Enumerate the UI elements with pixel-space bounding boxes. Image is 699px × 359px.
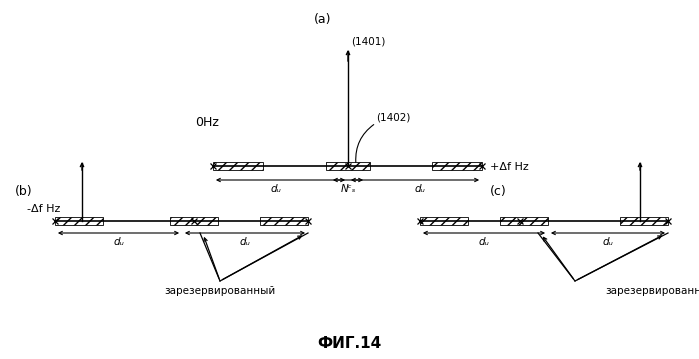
Text: (a): (a) xyxy=(315,13,332,26)
Bar xyxy=(213,162,263,170)
Bar xyxy=(500,217,548,225)
Text: dᵤ: dᵤ xyxy=(415,184,426,194)
Text: 0Hz: 0Hz xyxy=(195,116,219,129)
Text: -Δf Hz: -Δf Hz xyxy=(27,204,60,214)
Text: ФИГ.14: ФИГ.14 xyxy=(317,336,381,351)
Bar xyxy=(620,217,668,225)
Text: (c): (c) xyxy=(490,185,507,197)
Text: зарезервированный: зарезервированный xyxy=(164,286,275,296)
Bar xyxy=(420,217,468,225)
Bar xyxy=(170,217,218,225)
Text: (1402): (1402) xyxy=(376,113,410,123)
Text: +Δf Hz: +Δf Hz xyxy=(490,162,528,172)
Text: (b): (b) xyxy=(15,185,33,197)
Text: dᵤ: dᵤ xyxy=(240,237,250,247)
Bar xyxy=(260,217,308,225)
Text: dᵤ: dᵤ xyxy=(603,237,614,247)
Text: dᵤ: dᵤ xyxy=(270,184,281,194)
Text: Nᶜₛ: Nᶜₛ xyxy=(340,184,356,194)
Text: dᵤ: dᵤ xyxy=(113,237,124,247)
Bar xyxy=(326,162,370,170)
Text: (1401): (1401) xyxy=(351,36,385,46)
Text: зарезервированный: зарезервированный xyxy=(605,286,699,296)
Text: dᵤ: dᵤ xyxy=(479,237,489,247)
Bar xyxy=(432,162,482,170)
Bar xyxy=(55,217,103,225)
